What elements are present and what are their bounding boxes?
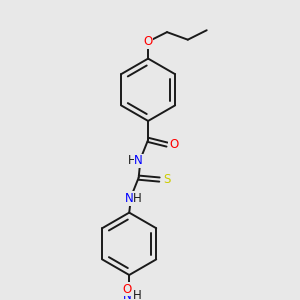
Text: O: O [169, 138, 178, 151]
Text: H: H [133, 192, 142, 205]
Text: N: N [134, 154, 143, 167]
Text: N: N [123, 289, 132, 300]
Text: H: H [128, 154, 136, 167]
Text: N: N [125, 192, 134, 205]
Text: H: H [132, 289, 141, 300]
Text: O: O [143, 35, 153, 48]
Text: S: S [163, 173, 171, 186]
Text: O: O [123, 283, 132, 296]
